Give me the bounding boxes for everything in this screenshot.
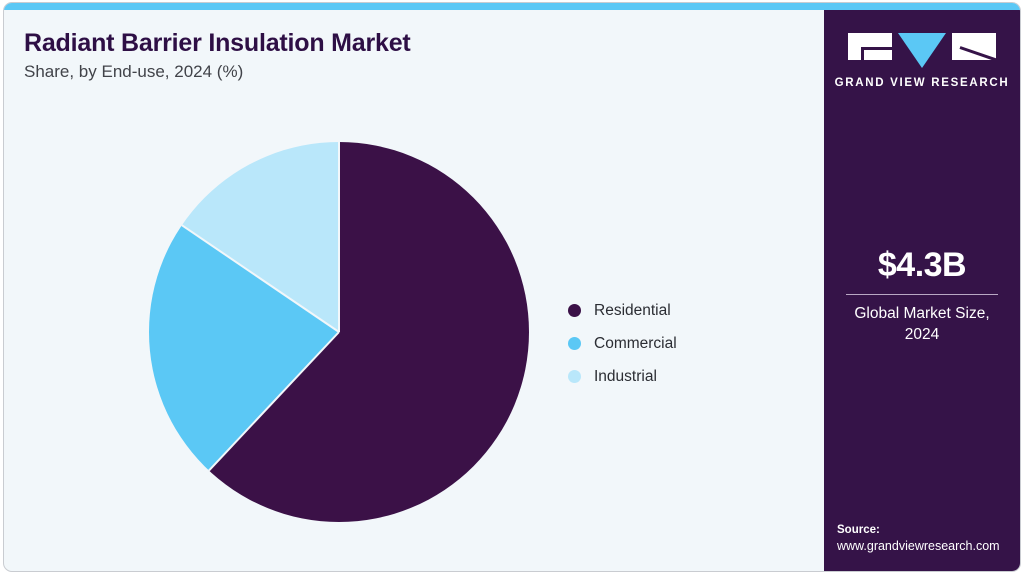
legend-label: Industrial bbox=[594, 367, 657, 385]
page-subtitle: Share, by End-use, 2024 (%) bbox=[24, 62, 244, 81]
legend-label: Commercial bbox=[594, 334, 677, 352]
legend-swatch-icon bbox=[568, 337, 581, 350]
grand-view-research-logo: GRAND VIEW RESEARCH bbox=[824, 33, 1020, 89]
pie-graphic bbox=[149, 142, 529, 522]
pie-chart bbox=[149, 142, 529, 522]
legend-swatch-icon bbox=[568, 304, 581, 317]
market-size-caption: Global Market Size, 2024 bbox=[854, 305, 990, 343]
pie-slice-separator bbox=[208, 331, 340, 472]
legend-swatch-icon bbox=[568, 370, 581, 383]
pie-slice-separator bbox=[181, 224, 340, 333]
top-accent-bar bbox=[4, 3, 1020, 10]
logo-wordmark: GRAND VIEW RESEARCH bbox=[834, 77, 1010, 89]
stat-divider bbox=[846, 294, 998, 295]
chart-main-area: Radiant Barrier Insulation Market Share,… bbox=[4, 10, 823, 571]
market-size-stat: $4.3B Global Market Size, 2024 bbox=[824, 246, 1020, 345]
info-panel: GRAND VIEW RESEARCH $4.3B Global Market … bbox=[824, 10, 1020, 571]
legend-item-commercial[interactable]: Commercial bbox=[568, 327, 677, 360]
source-block: Source: www.grandviewresearch.com bbox=[837, 522, 1012, 555]
legend-item-residential[interactable]: Residential bbox=[568, 294, 677, 327]
chart-legend: Residential Commercial Industrial bbox=[568, 294, 677, 393]
logo-r-icon bbox=[952, 33, 996, 60]
legend-label: Residential bbox=[594, 301, 671, 319]
page-title: Radiant Barrier Insulation Market bbox=[24, 29, 411, 57]
logo-marks bbox=[848, 33, 996, 68]
logo-v-triangle-icon bbox=[898, 33, 946, 68]
market-size-value: $4.3B bbox=[877, 246, 967, 284]
source-label: Source: bbox=[837, 524, 880, 536]
pie-slice-separator bbox=[338, 142, 340, 332]
logo-g-icon bbox=[848, 33, 892, 60]
legend-item-industrial[interactable]: Industrial bbox=[568, 360, 677, 393]
source-url: www.grandviewresearch.com bbox=[837, 539, 1000, 553]
chart-card: Radiant Barrier Insulation Market Share,… bbox=[3, 2, 1021, 572]
